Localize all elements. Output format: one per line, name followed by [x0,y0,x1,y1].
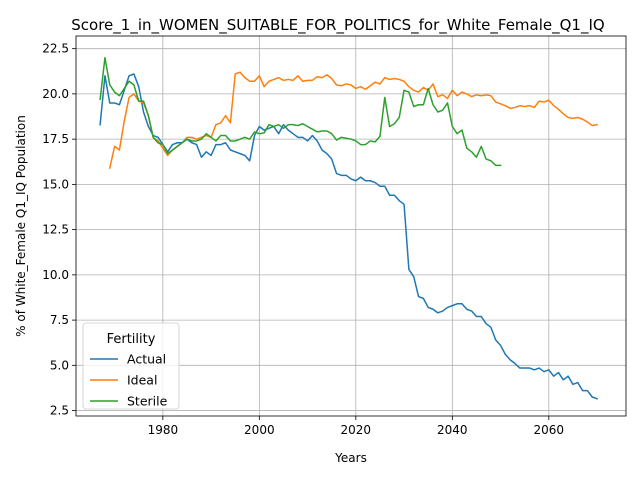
series-line-sterile [99,56,502,167]
plot-frame [75,35,627,417]
y-tick-label: 22.5 [42,42,69,56]
plot-series [99,56,599,400]
legend-box [82,322,180,410]
legend-label-ideal: Ideal [127,373,157,388]
y-tick-label: 12.5 [42,223,69,237]
y-tick-label: 15.0 [42,177,69,191]
y-axis-label: % of White_Female Q1_IQ Population [14,115,28,337]
y-tick-label: 20.0 [42,87,69,101]
chart-title: Score_1_in_WOMEN_SUITABLE_FOR_POLITICS_f… [71,16,604,35]
x-tick-label: 2060 [534,423,565,437]
y-tick-label: 5.0 [50,358,69,372]
grid-lines [76,36,626,416]
legend-title: Fertility [107,332,156,347]
x-axis-label: Years [334,451,367,465]
series-line-ideal [108,71,598,169]
y-tick-label: 17.5 [42,132,69,146]
x-tick-label: 2020 [341,423,372,437]
axis-ticks: 1980 2000 2020 2040 2060 2.5 5.0 7.5 10.0 12.5 15.… [42,42,564,437]
x-tick-label: 2040 [437,423,468,437]
legend: Fertility Actual Ideal Sterile [82,322,180,410]
y-tick-label: 2.5 [50,404,69,418]
legend-items: Actual Ideal Sterile [90,352,168,409]
legend-label-sterile: Sterile [127,394,168,409]
legend-label-actual: Actual [127,352,166,367]
x-tick-label: 1980 [148,423,179,437]
y-tick-label: 7.5 [50,313,69,327]
y-tick-label: 10.0 [42,268,69,282]
x-tick-label: 2000 [244,423,275,437]
